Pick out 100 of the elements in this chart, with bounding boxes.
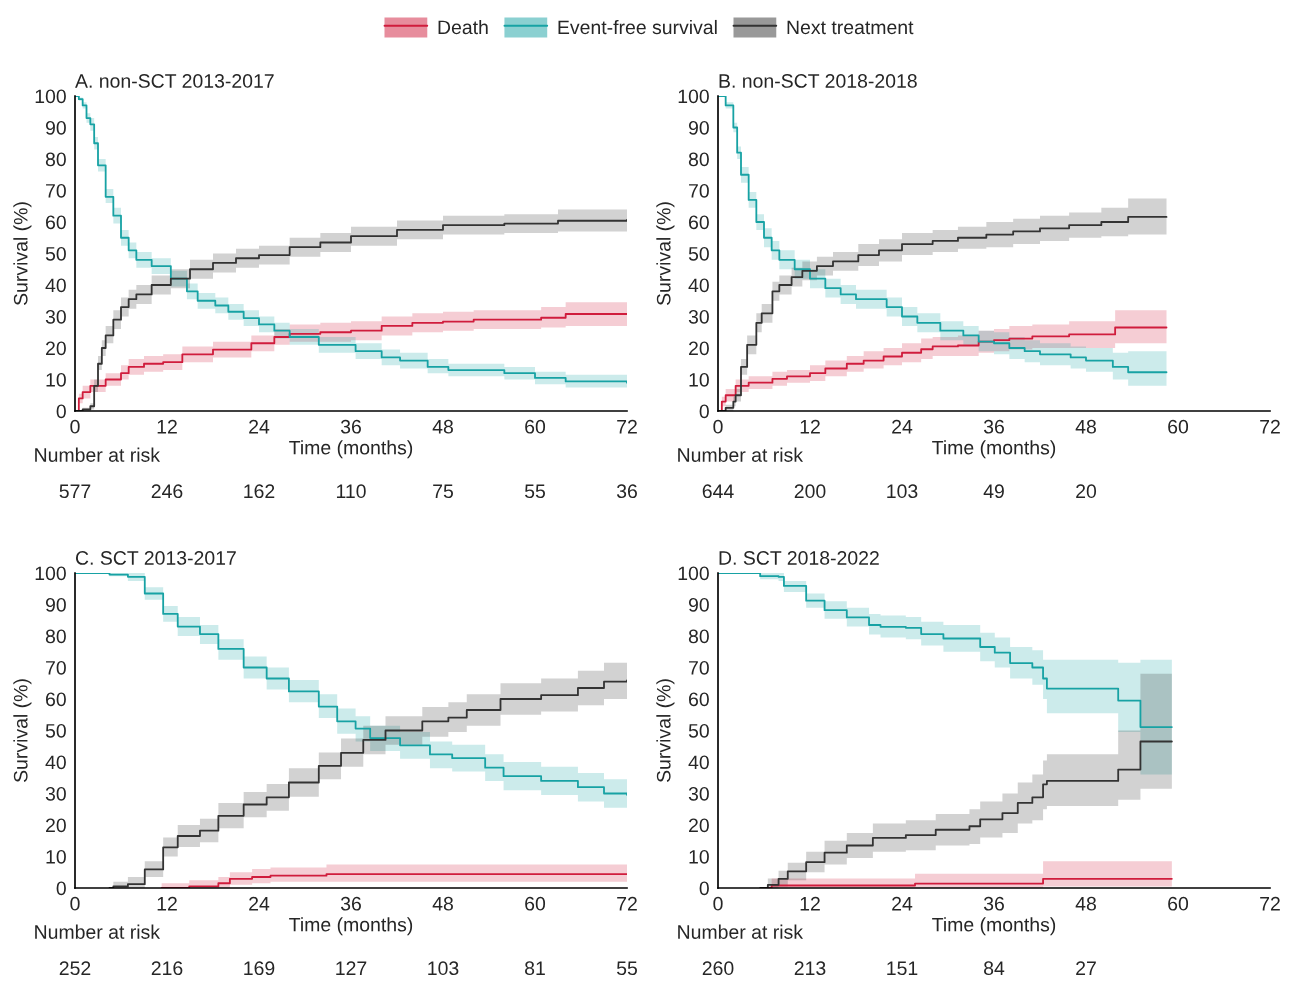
y-tick-label: 100 (678, 89, 709, 104)
y-tick-label: 90 (688, 597, 709, 612)
y-tick-label: 70 (46, 660, 66, 675)
text: 110 (336, 484, 366, 499)
y-tick-label: 50 (45, 723, 66, 738)
y-tick-label: 40 (688, 278, 709, 293)
x-tick-label: 24 (249, 419, 270, 434)
text: 644 (702, 484, 734, 499)
text: 169 (244, 961, 275, 976)
x-axis-title: Time (months) (932, 917, 1056, 936)
text: 84 (984, 961, 1005, 976)
y-tick-label: 20 (46, 818, 66, 833)
y-tick-label: 80 (45, 629, 66, 644)
x-tick-label: 48 (1075, 419, 1096, 434)
chart-title: B. non-SCT 2018-2018 (719, 74, 917, 88)
y-tick-label: 10 (689, 372, 709, 387)
y-tick-label: 10 (46, 372, 66, 387)
text: 49 (983, 484, 1004, 499)
y-tick-label: 30 (688, 786, 709, 801)
y-tick-label: 20 (46, 341, 66, 356)
text: 103 (887, 484, 918, 499)
x-tick-label: 24 (892, 419, 913, 434)
y-tick-label: 70 (689, 660, 709, 675)
y-axis-title: Survival (%) (13, 202, 32, 306)
y-tick-label: 30 (45, 786, 66, 801)
legend-label: Event-free survival (558, 19, 717, 35)
y-tick-label: 60 (46, 215, 66, 230)
text: 20 (1076, 484, 1097, 499)
y-tick-label: 0 (56, 404, 66, 419)
x-tick-label: 72 (1260, 896, 1280, 911)
x-tick-label: 72 (1260, 419, 1280, 434)
x-tick-label: 12 (157, 896, 177, 911)
y-tick-label: 50 (688, 723, 709, 738)
text: 577 (59, 484, 91, 499)
y-tick-label: 30 (688, 309, 709, 324)
legend-label: Next treatment (787, 20, 914, 35)
y-axis-title: Survival (%) (656, 202, 675, 306)
text: 127 (336, 961, 367, 975)
y-tick-label: 40 (45, 278, 66, 293)
y-tick-label: 80 (45, 152, 66, 167)
y-tick-label: 0 (699, 404, 709, 419)
y-tick-label: 90 (688, 120, 709, 135)
x-tick-label: 36 (983, 896, 1004, 911)
text: 27 (1076, 961, 1096, 975)
x-tick-label: 12 (157, 419, 177, 434)
x-tick-label: 36 (340, 419, 361, 434)
y-tick-label: 80 (688, 629, 709, 644)
x-tick-label: 72 (617, 419, 637, 434)
x-axis-title: Time (months) (932, 440, 1056, 459)
x-tick-label: 48 (432, 419, 453, 434)
y-tick-label: 70 (689, 183, 709, 198)
x-tick-label: 12 (800, 896, 820, 911)
y-tick-label: 90 (45, 120, 66, 135)
text: 55 (524, 484, 545, 499)
y-axis-title: Survival (%) (13, 679, 32, 783)
text: 213 (794, 961, 826, 976)
y-tick-label: 60 (689, 692, 709, 707)
y-tick-label: 20 (689, 341, 709, 356)
text: 260 (702, 961, 734, 976)
x-tick-label: 48 (1075, 896, 1096, 911)
text: Number at risk (35, 924, 161, 939)
text: 103 (428, 961, 459, 976)
x-tick-label: 72 (617, 896, 637, 911)
y-tick-label: 0 (699, 881, 709, 896)
x-tick-label: 0 (713, 419, 723, 434)
x-tick-label: 24 (249, 896, 270, 911)
y-tick-label: 40 (688, 755, 709, 770)
y-tick-label: 70 (46, 183, 66, 198)
text: 75 (433, 484, 453, 499)
x-tick-label: 60 (525, 419, 546, 434)
text: 216 (151, 961, 183, 976)
text: 151 (887, 961, 918, 976)
y-tick-label: 50 (688, 246, 709, 261)
text: 162 (244, 484, 275, 499)
y-tick-label: 100 (35, 566, 66, 581)
y-tick-label: 20 (689, 818, 709, 833)
y-tick-label: 0 (56, 881, 66, 896)
y-tick-label: 40 (45, 755, 66, 770)
text: 252 (59, 961, 91, 976)
x-axis-title: Time (months) (289, 917, 413, 936)
text: Number at risk (678, 924, 804, 939)
y-tick-label: 80 (688, 152, 709, 167)
x-tick-label: 12 (800, 419, 820, 434)
text: 36 (616, 484, 637, 499)
y-tick-label: 10 (689, 849, 709, 864)
x-tick-label: 60 (1168, 896, 1189, 911)
x-tick-label: 24 (892, 896, 913, 911)
y-tick-label: 100 (678, 566, 709, 581)
y-tick-label: 90 (45, 597, 66, 612)
text: 200 (794, 484, 826, 499)
x-tick-label: 60 (1168, 419, 1189, 434)
x-axis-title: Time (months) (289, 440, 413, 459)
text: 81 (525, 961, 545, 976)
chart-title: C. SCT 2013-2017 (75, 551, 236, 565)
x-tick-label: 36 (340, 896, 361, 911)
text: Number at risk (35, 447, 161, 462)
y-tick-label: 60 (689, 215, 709, 230)
text: Number at risk (678, 447, 804, 462)
y-tick-label: 30 (45, 309, 66, 324)
x-tick-label: 36 (983, 419, 1004, 434)
